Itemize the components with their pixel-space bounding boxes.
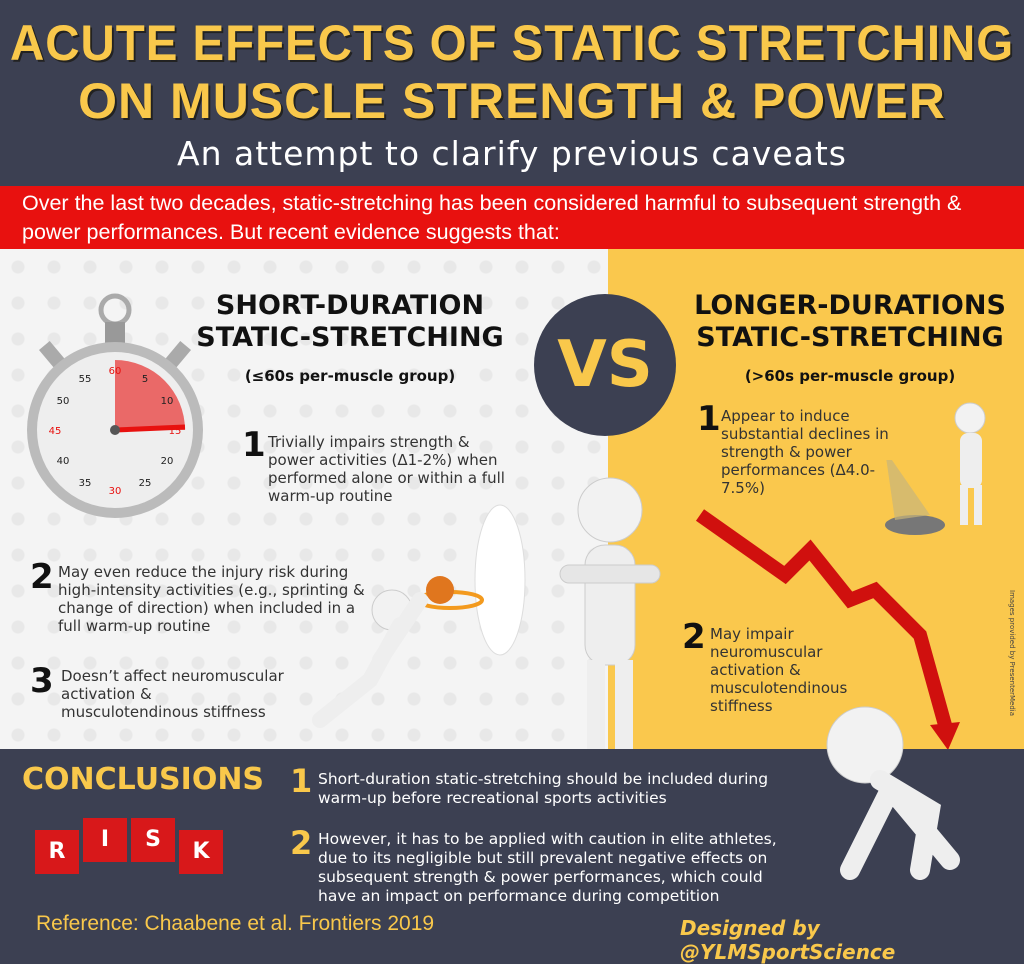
stopwatch-label: 35 <box>79 478 92 489</box>
long-title-line-2: Static-Stretching <box>696 322 1004 353</box>
short-point-3-text: Doesn’t affect neuromuscular activation … <box>61 667 284 721</box>
long-point-2-text: May impair neuromuscular activation & mu… <box>710 625 848 715</box>
short-point-1-text: Trivially impairs strength & power activ… <box>268 433 505 505</box>
stopwatch-label: 30 <box>109 486 122 497</box>
conclusion-2-text: However, it has to be applied with cauti… <box>318 830 777 905</box>
hourglass-figure-image <box>954 402 986 525</box>
header <box>0 0 1024 186</box>
stopwatch-icon: 60 5 10 15 20 25 30 35 40 45 50 55 <box>27 293 203 518</box>
conclusions-title: Conclusions <box>22 762 265 797</box>
short-title: Short-Duration Static-Stretching <box>190 290 510 354</box>
pointing-figure-image <box>559 477 661 750</box>
stopwatch-label: 5 <box>142 374 148 385</box>
short-point-1-number: 1 <box>242 425 266 465</box>
title-line-1: Acute Effects of Static Stretching <box>10 15 1015 71</box>
title-line-2: on Muscle Strength & Power <box>78 73 946 129</box>
short-point-2-text: May even reduce the injury risk during h… <box>58 563 365 635</box>
conclusion-2-number: 2 <box>290 824 313 862</box>
long-point-1-text: Appear to induce substantial declines in… <box>721 407 889 497</box>
conclusion-1-text: Short-duration static-stretching should … <box>318 770 769 807</box>
vs-badge: VS <box>534 294 676 436</box>
risk-block: K <box>179 830 223 874</box>
subtitle: An attempt to clarify previous caveats <box>177 134 847 173</box>
short-subtitle: (≤60s per-muscle group) <box>244 367 456 385</box>
long-title-line-1: Longer-Durations <box>694 290 1006 321</box>
short-point-2-number: 2 <box>30 557 54 597</box>
intro-band: Over the last two decades, static-stretc… <box>0 186 1024 249</box>
stopwatch-label: 15 <box>169 426 182 437</box>
risk-block: R <box>35 830 79 874</box>
long-point-2-number: 2 <box>682 617 706 657</box>
long-subtitle: (>60s per-muscle group) <box>744 367 956 385</box>
stopwatch-label: 55 <box>79 374 92 385</box>
risk-block: I <box>83 818 127 862</box>
decline-arrow-image <box>695 460 960 750</box>
risk-blocks-image: R I S K <box>35 818 223 874</box>
stopwatch-label: 50 <box>57 396 70 407</box>
basketball-figure-image <box>312 504 526 728</box>
conclusion-1-number: 1 <box>290 762 313 800</box>
short-point-3-number: 3 <box>30 661 54 701</box>
long-title: Longer-Durations Static-Stretching <box>690 290 1010 354</box>
stopwatch-label: 10 <box>161 396 174 407</box>
long-point-1-number: 1 <box>697 399 721 439</box>
stopwatch-label: 40 <box>57 456 70 467</box>
short-title-line-2: Static-Stretching <box>196 322 504 353</box>
crouching-figure-image <box>826 706 960 880</box>
risk-block: S <box>131 818 175 862</box>
stopwatch-label: 45 <box>49 426 62 437</box>
image-credit: Images provided by PresenterMedia <box>1008 590 1016 717</box>
stopwatch-label: 20 <box>161 456 174 467</box>
long-duration-panel <box>608 249 1024 749</box>
stopwatch-label: 60 <box>109 366 122 377</box>
reference: Reference: Chaabene et al. Frontiers 201… <box>36 912 435 935</box>
short-title-line-1: Short-Duration <box>215 290 485 321</box>
stopwatch-label: 25 <box>139 478 152 489</box>
